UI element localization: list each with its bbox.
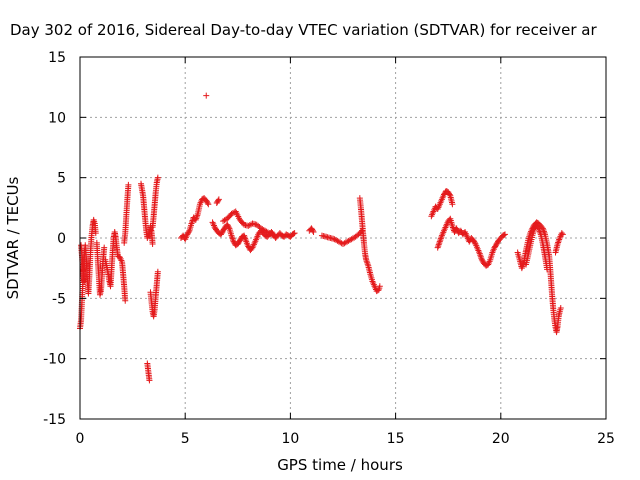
- data-point: [205, 201, 212, 208]
- x-tick-label: 10: [281, 431, 299, 447]
- data-point: [436, 240, 443, 247]
- x-tick-labels: 0 5 10 15 20 25: [76, 431, 615, 447]
- data-point: [449, 201, 456, 208]
- data-point: [122, 297, 129, 304]
- data-point: [154, 268, 161, 275]
- x-tick-label: 5: [181, 431, 190, 447]
- x-tick-label: 15: [387, 431, 405, 447]
- data-point: [309, 227, 316, 234]
- data-point: [500, 231, 507, 238]
- y-tick-label: 5: [57, 171, 66, 187]
- data-point: [146, 377, 153, 384]
- data-point: [471, 239, 478, 246]
- data-point: [125, 181, 132, 188]
- y-tick-label: -10: [43, 352, 66, 368]
- data-point: [436, 238, 443, 245]
- y-tick-labels: -15 -10 -5 0 5 10 15: [43, 50, 66, 428]
- x-axis-label: GPS time / hours: [277, 456, 403, 474]
- data-point: [270, 232, 277, 239]
- data-point: [185, 228, 192, 235]
- y-tick-label: -5: [52, 291, 66, 307]
- data-point: [215, 197, 222, 204]
- data-point: [92, 230, 99, 237]
- chart-title: Day 302 of 2016, Sidereal Day-to-day VTE…: [10, 21, 597, 39]
- data-point: [363, 258, 370, 265]
- data-point: [537, 229, 544, 236]
- data-point: [81, 278, 88, 285]
- grid-lines: [80, 57, 606, 419]
- y-axis-label: SDTVAR / TECUs: [4, 176, 22, 299]
- data-point: [269, 231, 276, 238]
- data-point: [446, 191, 453, 198]
- data-point: [544, 266, 551, 273]
- data-point: [502, 231, 509, 238]
- plot-frame: [79, 56, 607, 420]
- data-point: [363, 256, 370, 263]
- data-point: [435, 241, 442, 248]
- data-point: [215, 196, 222, 203]
- y-tick-label: 0: [57, 231, 66, 247]
- data-point: [376, 283, 383, 290]
- data-point: [437, 237, 444, 244]
- data-point: [310, 228, 317, 235]
- data-point: [203, 92, 210, 99]
- x-tick-label: 25: [597, 431, 615, 447]
- axis-ticks: [79, 56, 607, 420]
- data-point: [555, 239, 562, 246]
- y-tick-label: -15: [43, 412, 66, 428]
- data-point: [149, 241, 156, 248]
- data-points: [77, 92, 566, 384]
- data-point: [536, 226, 543, 233]
- data-point: [559, 231, 566, 238]
- x-tick-label: 20: [492, 431, 510, 447]
- data-point: [434, 244, 441, 251]
- x-tick-label: 0: [76, 431, 85, 447]
- data-point: [290, 230, 297, 237]
- data-point: [101, 244, 108, 251]
- data-point: [558, 230, 565, 237]
- data-point: [435, 243, 442, 250]
- data-point: [229, 234, 236, 241]
- data-point: [557, 304, 564, 311]
- y-tick-label: 15: [48, 50, 66, 66]
- data-point: [225, 224, 232, 231]
- data-point: [154, 174, 161, 181]
- data-point: [364, 259, 371, 266]
- data-point: [291, 230, 298, 237]
- data-point: [204, 200, 211, 207]
- data-point: [364, 261, 371, 268]
- y-tick-label: 10: [48, 110, 66, 126]
